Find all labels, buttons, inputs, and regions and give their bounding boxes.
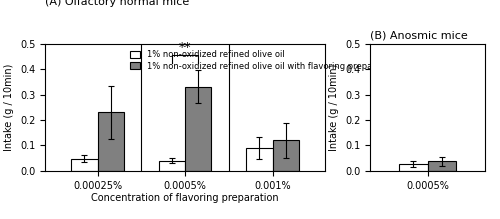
Y-axis label: Intake (g / 10min): Intake (g / 10min) <box>330 64 340 151</box>
Text: (B) Anosmic mice: (B) Anosmic mice <box>370 30 468 40</box>
Bar <box>98 112 124 171</box>
Bar <box>72 159 98 171</box>
Legend: 1% non-oxidized refined olive oil, 1% non-oxidized refined olive oil with flavor: 1% non-oxidized refined olive oil, 1% no… <box>128 48 399 73</box>
Bar <box>246 148 272 171</box>
Text: **: ** <box>179 41 191 54</box>
Y-axis label: Intake (g / 10min): Intake (g / 10min) <box>4 64 15 151</box>
Bar <box>399 164 428 171</box>
Text: (A) Olfactory normal mice: (A) Olfactory normal mice <box>45 0 189 7</box>
Bar <box>272 140 299 171</box>
Bar <box>428 161 456 171</box>
Bar <box>185 87 211 171</box>
Bar <box>159 161 185 171</box>
X-axis label: Concentration of flavoring preparation: Concentration of flavoring preparation <box>91 193 279 203</box>
